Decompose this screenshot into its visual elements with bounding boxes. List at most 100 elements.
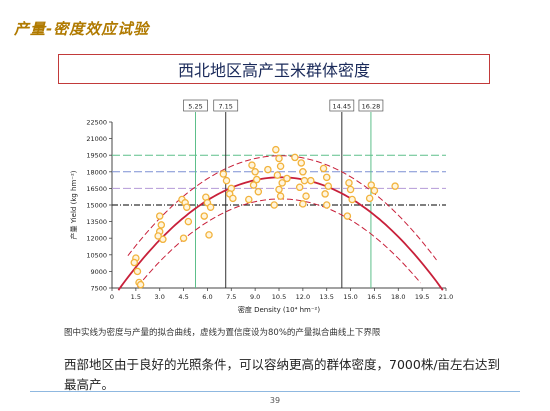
data-point <box>276 192 285 200</box>
data-point <box>295 183 304 192</box>
data-point <box>367 181 375 189</box>
data-point <box>270 201 278 209</box>
data-point <box>346 185 355 194</box>
chart-heading-box: 西北地区高产玉米群体密度 <box>58 54 490 84</box>
data-point <box>219 170 228 178</box>
y-tick-label: 12000 <box>86 235 107 243</box>
yield-density-chart: 7500 9000 10500 12000 13500 15000 16500 18000 19… <box>60 94 460 324</box>
data-point <box>272 145 280 154</box>
data-point <box>322 201 331 209</box>
footer-divider <box>30 391 520 392</box>
y-axis-label: 产量 Yield (kg hm⁻²) <box>69 170 78 239</box>
x-tick-label: 0 <box>110 293 114 301</box>
data-point <box>302 192 310 200</box>
y-tick-label: 9000 <box>90 268 107 276</box>
x-tick-label: 6.0 <box>202 293 212 301</box>
data-point <box>222 176 231 185</box>
vertical-marker-box <box>213 99 239 112</box>
x-tick-label: 21.0 <box>439 293 453 301</box>
x-tick-label: 10.5 <box>272 293 286 301</box>
x-tick-label: 1.5 <box>131 293 141 301</box>
data-point <box>307 176 315 185</box>
y-tick-label: 21000 <box>86 135 107 143</box>
slide-body-text: 西部地区由于良好的光照条件，可以容纳更高的群体密度，7000株/亩左右达到最高产… <box>64 357 501 392</box>
data-point <box>343 212 352 220</box>
chart-heading: 西北地区高产玉米群体密度 <box>177 61 370 80</box>
data-point <box>276 162 285 171</box>
data-point <box>297 159 306 167</box>
x-axis-label: 密度 Density (10⁴ hm⁻²) <box>238 305 320 314</box>
y-tick-label: 10500 <box>86 251 107 259</box>
data-point <box>300 176 309 185</box>
data-point <box>291 153 299 162</box>
data-point <box>179 234 188 242</box>
data-point <box>249 181 258 189</box>
data-point <box>345 179 353 187</box>
fitted-curve <box>117 176 444 291</box>
data-point <box>319 164 328 173</box>
data-point <box>154 232 162 240</box>
data-point <box>273 171 282 179</box>
y-tick-label: 22500 <box>86 119 107 127</box>
data-point <box>283 174 291 183</box>
y-tick-label: 18000 <box>86 168 107 176</box>
data-point <box>206 203 215 211</box>
data-point <box>321 190 329 198</box>
y-tick-label: 7500 <box>90 285 107 293</box>
data-point <box>370 186 379 195</box>
data-point <box>133 267 142 276</box>
data-point <box>200 212 208 220</box>
chart-svg: 7500 9000 10500 12000 13500 15000 16500 18000 19… <box>69 99 453 314</box>
vertical-marker-label: 14.45 <box>333 103 352 111</box>
x-tick-label: 15.0 <box>343 293 357 301</box>
data-point <box>254 187 263 196</box>
data-point <box>251 168 259 176</box>
vertical-marker-label: 16.28 <box>362 103 381 111</box>
data-point <box>130 258 139 267</box>
data-point <box>299 168 307 176</box>
y-tick-label: 16500 <box>86 185 107 193</box>
data-point <box>299 200 307 208</box>
x-tick-label: 12.0 <box>296 293 310 301</box>
vertical-marker-label: 7.15 <box>218 103 232 111</box>
chart-caption: 图中实线为密度与产量的拟合曲线，虚线为置信度设为80%的产量拟合曲线上下界限 <box>64 328 381 338</box>
x-tick-label: 16.5 <box>367 293 381 301</box>
vertical-marker-label: 5.25 <box>188 103 202 111</box>
x-tick-label: 18.0 <box>391 293 405 301</box>
data-point <box>183 203 191 211</box>
y-tick-label: 13500 <box>86 218 107 226</box>
x-tick-label: 4.5 <box>178 293 188 301</box>
data-point <box>229 194 237 203</box>
data-point <box>245 195 253 204</box>
data-point <box>278 179 286 187</box>
page-number: 39 <box>269 396 281 405</box>
y-tick-label: 19500 <box>86 152 107 160</box>
data-point <box>155 212 164 220</box>
data-point <box>391 182 399 190</box>
vertical-marker-box <box>329 99 355 112</box>
footer-bar: 39 <box>0 389 550 411</box>
x-tick-label: 19.5 <box>415 293 429 301</box>
slide-title: 产量-密度效应试验 <box>14 20 150 38</box>
data-point <box>136 280 145 289</box>
x-tick-label: 13.5 <box>319 293 333 301</box>
data-point <box>365 194 374 203</box>
data-point <box>157 221 166 229</box>
vertical-marker-box <box>183 99 208 112</box>
x-tick-label: 3.0 <box>155 293 165 301</box>
data-point <box>205 231 213 239</box>
data-point <box>348 195 356 204</box>
y-tick-label: 15000 <box>86 202 107 210</box>
data-point <box>275 185 283 194</box>
x-tick-label: 7.5 <box>226 293 236 301</box>
data-point <box>264 165 272 174</box>
data-point <box>324 182 333 190</box>
x-tick-label: 9.0 <box>250 293 260 301</box>
data-point <box>322 173 331 182</box>
data-point <box>252 175 261 184</box>
vertical-marker-box <box>358 99 384 112</box>
data-point <box>248 161 256 169</box>
data-point <box>275 154 283 163</box>
data-point <box>184 217 193 226</box>
lower-confidence-curve <box>137 198 421 288</box>
